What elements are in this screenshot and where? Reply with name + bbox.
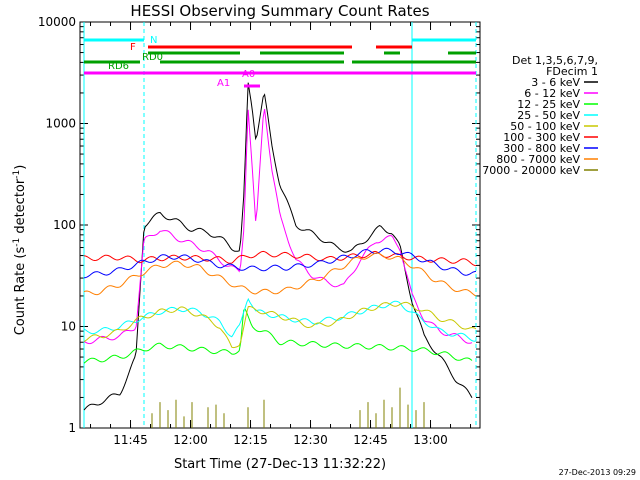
series-line [83, 109, 473, 345]
x-axis-label: Start Time (27-Dec-13 11:32:22) [174, 457, 386, 472]
legend-entry-label: 300 - 800 keV [503, 142, 580, 155]
flag-label: RD6 [108, 61, 129, 72]
y-axis-label-end: ) [13, 165, 28, 170]
chart-title: HESSI Observing Summary Count Rates [130, 2, 429, 20]
legend-entry-label: 3 - 6 keV [531, 76, 580, 89]
legend-header: FDecim 1 [546, 65, 598, 78]
flag-label: F [130, 42, 136, 53]
plot-frame [79, 21, 481, 429]
y-axis-label-main: Count Rate (s [13, 247, 28, 336]
plot-area [79, 21, 481, 429]
series-line [151, 387, 425, 428]
x-tick-label: 12:00 [173, 433, 208, 447]
flag-label: RD0 [142, 52, 163, 63]
legend-entry-label: 100 - 300 keV [503, 131, 580, 144]
legend-entry-label: 7000 - 20000 keV [482, 164, 580, 177]
flag-label: A0 [242, 69, 255, 80]
legend-entry-label: 50 - 100 keV [510, 120, 580, 133]
series-line [83, 308, 473, 364]
legend-entry-label: 800 - 7000 keV [496, 153, 580, 166]
y-axis-label-sup2: -1 [12, 170, 22, 179]
y-axis-label-sup1: -1 [12, 238, 22, 247]
x-tick-label: 12:45 [353, 433, 388, 447]
series-line [83, 247, 477, 279]
series-line [83, 301, 477, 349]
vertical-markers [83, 22, 477, 428]
y-tick-label: 100 [53, 218, 76, 232]
legend-entry-label: 25 - 50 keV [517, 109, 580, 122]
x-tick-label: 12:30 [293, 433, 328, 447]
flag-label: A1 [217, 78, 230, 89]
legend-entry-label: 12 - 25 keV [517, 98, 580, 111]
y-axis-label: Count Rate (s-1 detector-1) [12, 165, 28, 336]
y-tick-label: 10 [61, 320, 76, 334]
y-tick-label: 1000 [45, 117, 76, 131]
series-line [83, 82, 473, 411]
flag-bars: N F RD0 RD6 A1 A0 [84, 35, 476, 89]
x-tick-label: 13:00 [413, 433, 448, 447]
x-tick-label: 12:15 [233, 433, 268, 447]
y-axis-label-mid: detector [13, 178, 28, 238]
tick-labels: 1 10 100 1000 10000 11:45 12:00 12:15 12:30 12:45… [38, 15, 448, 447]
series-line [83, 252, 477, 297]
axis-ticks [80, 21, 480, 429]
series-lines [83, 82, 477, 428]
series-line [83, 297, 477, 342]
flag-label: N [150, 35, 157, 46]
footer-stamp: 27-Dec-2013 09:29 [559, 468, 636, 477]
y-tick-label: 1 [68, 421, 76, 435]
legend-entry-label: 6 - 12 keV [524, 87, 580, 100]
x-tick-label: 11:45 [113, 433, 148, 447]
y-tick-label: 10000 [38, 15, 76, 29]
legend-header: Det 1,3,5,6,7,9, [512, 54, 598, 67]
series-line [83, 250, 477, 267]
